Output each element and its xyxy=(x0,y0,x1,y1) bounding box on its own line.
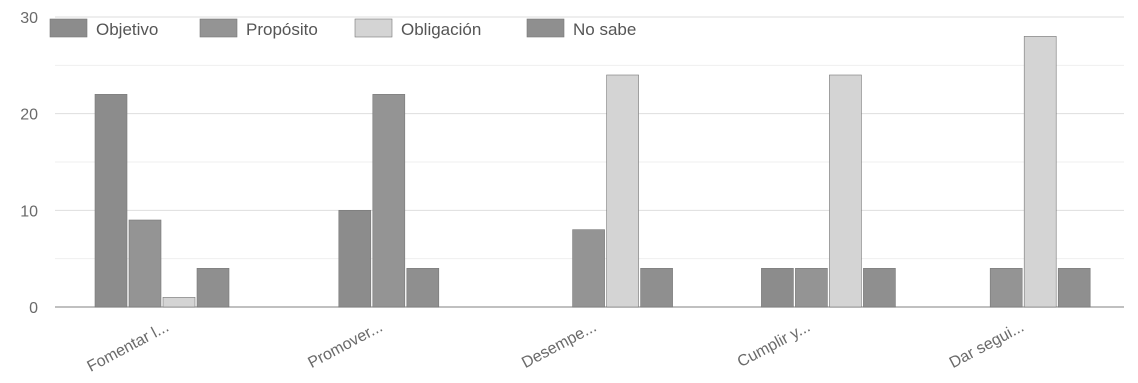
legend-label: No sabe xyxy=(573,20,636,39)
bar-4-2 xyxy=(1023,36,1057,308)
x-tick-label: Promover... xyxy=(305,319,385,372)
x-tick-label: Dar segui... xyxy=(947,319,1027,372)
bar-2-1 xyxy=(572,229,605,308)
bar-1-3 xyxy=(406,268,440,308)
bar-1-1 xyxy=(372,94,406,308)
y-axis: 0 10 20 30 xyxy=(20,10,38,317)
bar-3-1 xyxy=(795,268,828,308)
legend-swatch xyxy=(49,18,88,38)
bars xyxy=(94,36,1091,308)
bar-4-1 xyxy=(989,268,1023,308)
bar-0-1 xyxy=(128,219,162,308)
bar-3-3 xyxy=(863,268,896,308)
legend-label: Propósito xyxy=(246,20,318,39)
x-tick-label: Desempe... xyxy=(519,319,599,372)
x-tick-label: Fomentar l... xyxy=(84,319,171,376)
legend-swatch xyxy=(354,18,393,38)
bar-4-3 xyxy=(1057,268,1091,308)
bar-1-0 xyxy=(338,210,372,308)
bar-2-3 xyxy=(640,268,673,308)
y-tick-label: 30 xyxy=(20,10,38,27)
bar-3-0 xyxy=(761,268,794,308)
x-tick-label: Cumplir y... xyxy=(735,319,813,371)
bar-3-2 xyxy=(829,74,862,308)
grid-lines xyxy=(55,16,1124,308)
y-tick-label: 0 xyxy=(29,300,38,317)
y-tick-label: 20 xyxy=(20,107,38,124)
legend-swatch xyxy=(199,18,238,38)
legend-label: Obligación xyxy=(401,20,481,39)
bar-0-2 xyxy=(162,297,196,308)
bar-2-2 xyxy=(606,74,639,308)
legend-swatch xyxy=(526,18,565,38)
legend: Objetivo Propósito Obligación No sabe xyxy=(49,18,636,39)
y-tick-label: 10 xyxy=(20,203,38,220)
legend-label: Objetivo xyxy=(96,20,158,39)
bar-0-3 xyxy=(196,268,230,308)
x-axis: Fomentar l... Promover... Desempe... Cumpli… xyxy=(84,319,1026,376)
bar-0-0 xyxy=(94,94,128,308)
